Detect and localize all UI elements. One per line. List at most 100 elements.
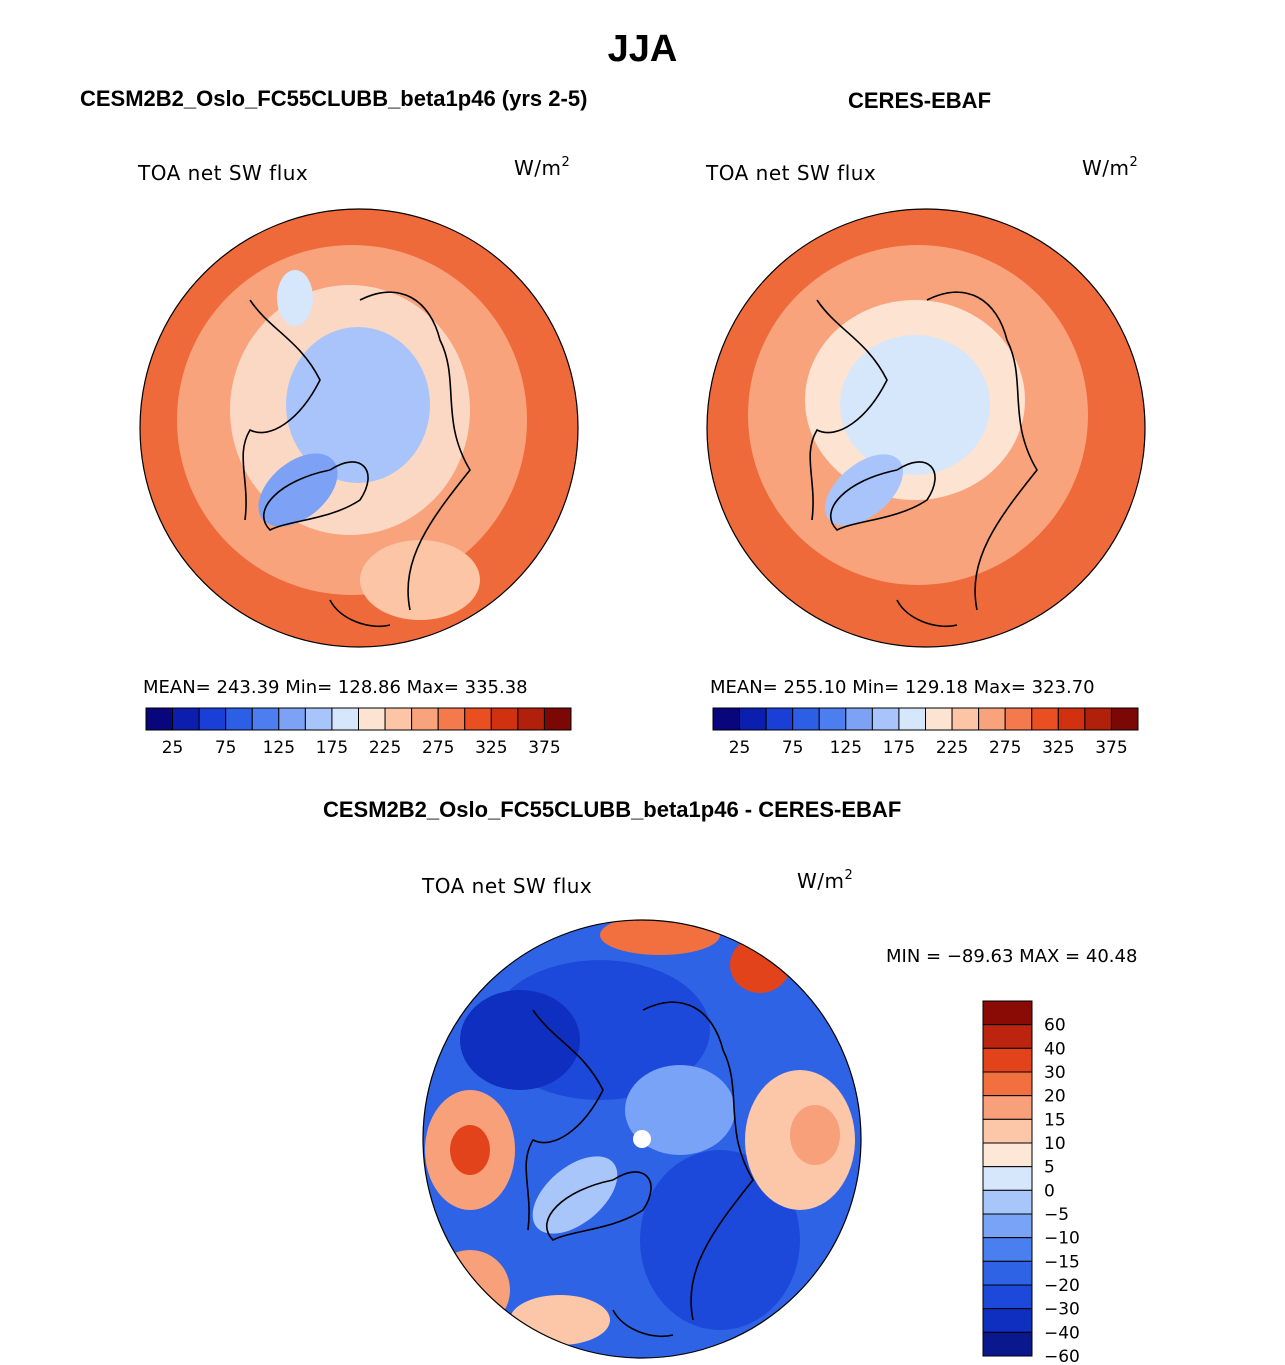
diff-map-blob-3 bbox=[460, 990, 580, 1090]
obs-colorbar-box bbox=[739, 707, 767, 731]
obs-colorbar-box bbox=[1031, 707, 1059, 731]
obs-stats: MEAN= 255.10 Min= 129.18 Max= 323.70 bbox=[710, 677, 1095, 698]
obs-map-polar-cap bbox=[840, 335, 990, 475]
diff-colorbar-box bbox=[982, 1047, 1033, 1073]
diff-map-warm-east-core bbox=[790, 1105, 840, 1165]
model-map-greenland bbox=[258, 453, 338, 527]
model-colorbar-box bbox=[543, 707, 572, 731]
model-colorbar-tick-label: 125 bbox=[263, 738, 295, 758]
diff-units-label: W/m2 bbox=[797, 868, 854, 893]
model-map bbox=[140, 209, 578, 647]
diff-colorbar-tick-label: −20 bbox=[1044, 1276, 1080, 1296]
diff-colorbar-box bbox=[982, 1189, 1033, 1215]
diff-map bbox=[423, 920, 861, 1358]
diff-colorbar-box bbox=[982, 1142, 1033, 1168]
obs-colorbar-box bbox=[1057, 707, 1086, 731]
diff-panel-heading: CESM2B2_Oslo_FC55CLUBB_beta1p46 - CERES-… bbox=[323, 797, 902, 822]
model-colorbar-tick-label: 325 bbox=[475, 738, 507, 758]
model-colorbar: 25 75 125 175 225 275 325 375 bbox=[145, 707, 572, 758]
diff-colorbar-box bbox=[982, 1308, 1033, 1333]
model-colorbar-tick-label: 175 bbox=[316, 738, 348, 758]
model-colorbar-box bbox=[490, 707, 519, 731]
obs-map bbox=[707, 209, 1145, 647]
diff-map-warm-ne bbox=[730, 937, 790, 993]
obs-variable-label: TOA net SW flux bbox=[706, 161, 877, 185]
diff-colorbar: 60 40 30 20 15 10 5 0 −5 −10 −15 −20 −30 −40 −60 bbox=[982, 1000, 1080, 1365]
model-colorbar-box bbox=[517, 707, 545, 731]
diff-colorbar-tick-label: −60 bbox=[1044, 1347, 1080, 1365]
diff-map-warm-south bbox=[510, 1295, 610, 1345]
diff-map-blob-2 bbox=[640, 1150, 800, 1330]
diff-colorbar-box bbox=[982, 1071, 1033, 1097]
model-colorbar-box bbox=[145, 707, 174, 731]
obs-colorbar-box bbox=[871, 707, 900, 731]
diff-colorbar-box bbox=[982, 1284, 1033, 1310]
model-map-coastlines bbox=[242, 291, 471, 627]
diff-colorbar-box bbox=[982, 1000, 1033, 1026]
obs-colorbar-box bbox=[925, 707, 953, 731]
diff-colorbar-box bbox=[982, 1166, 1033, 1191]
obs-colorbar-tick-label: 275 bbox=[989, 738, 1021, 758]
model-map-patch bbox=[277, 270, 313, 326]
obs-units-label: W/m2 bbox=[1082, 155, 1139, 180]
diff-colorbar-tick-label: −5 bbox=[1044, 1205, 1069, 1225]
diff-map-border bbox=[422, 919, 862, 1359]
model-colorbar-box bbox=[304, 707, 333, 731]
diff-stats: MIN = −89.63 MAX = 40.48 bbox=[886, 946, 1138, 967]
diff-colorbar-tick-label: 10 bbox=[1044, 1134, 1066, 1154]
model-colorbar-box bbox=[331, 707, 359, 731]
diff-colorbar-box bbox=[982, 1024, 1033, 1049]
obs-colorbar-tick-label: 25 bbox=[729, 738, 751, 758]
model-colorbar-box bbox=[358, 707, 386, 731]
diff-map-pole-hole bbox=[633, 1130, 651, 1148]
model-colorbar-tick-label: 25 bbox=[162, 738, 184, 758]
model-colorbar-box bbox=[172, 707, 200, 731]
model-colorbar-box bbox=[225, 707, 253, 731]
obs-colorbar-box bbox=[978, 707, 1006, 731]
diff-colorbar-tick-label: 30 bbox=[1044, 1063, 1066, 1083]
obs-colorbar-box bbox=[765, 707, 794, 731]
obs-colorbar-box bbox=[712, 707, 741, 731]
diff-colorbar-tick-label: 5 bbox=[1044, 1158, 1055, 1178]
diff-colorbar-box bbox=[982, 1331, 1033, 1357]
obs-colorbar-box bbox=[951, 707, 980, 731]
obs-map-coastlines bbox=[809, 291, 1038, 627]
obs-map-border bbox=[706, 208, 1146, 648]
diff-colorbar-tick-label: 40 bbox=[1044, 1039, 1066, 1059]
page-title: JJA bbox=[607, 28, 678, 70]
diff-colorbar-tick-label: −15 bbox=[1044, 1252, 1080, 1272]
obs-colorbar: 25 75 125 175 225 275 325 375 bbox=[712, 707, 1139, 758]
obs-colorbar-box bbox=[898, 707, 926, 731]
diff-colorbar-box bbox=[982, 1118, 1033, 1144]
model-map-patch-2 bbox=[360, 540, 480, 620]
diff-colorbar-box bbox=[982, 1095, 1033, 1120]
diff-map-warm-sw bbox=[430, 1250, 510, 1330]
obs-colorbar-box bbox=[792, 707, 820, 731]
model-units-label: W/m2 bbox=[514, 155, 571, 180]
diff-colorbar-tick-label: −30 bbox=[1044, 1300, 1080, 1320]
model-colorbar-box bbox=[411, 707, 439, 731]
diff-colorbar-tick-label: −10 bbox=[1044, 1229, 1080, 1249]
diff-colorbar-tick-label: 20 bbox=[1044, 1087, 1066, 1107]
diff-map-blob-4 bbox=[625, 1065, 735, 1155]
model-colorbar-box bbox=[437, 707, 466, 731]
obs-colorbar-box bbox=[845, 707, 873, 731]
obs-map-greenland bbox=[824, 454, 904, 526]
obs-panel-heading: CERES-EBAF bbox=[848, 88, 992, 113]
obs-colorbar-tick-label: 175 bbox=[883, 738, 915, 758]
diff-colorbar-box bbox=[982, 1237, 1033, 1262]
diff-map-warm-west-core bbox=[450, 1125, 490, 1175]
obs-colorbar-tick-label: 75 bbox=[782, 738, 804, 758]
diff-variable-label: TOA net SW flux bbox=[422, 874, 593, 898]
model-colorbar-tick-label: 225 bbox=[369, 738, 401, 758]
diff-colorbar-tick-label: 0 bbox=[1044, 1181, 1055, 1201]
model-colorbar-tick-label: 75 bbox=[215, 738, 237, 758]
diff-colorbar-tick-label: 15 bbox=[1044, 1110, 1066, 1130]
model-colorbar-tick-label: 275 bbox=[422, 738, 454, 758]
obs-colorbar-tick-label: 125 bbox=[830, 738, 862, 758]
obs-colorbar-box bbox=[818, 707, 847, 731]
model-colorbar-box bbox=[251, 707, 280, 731]
diff-map-coastlines bbox=[525, 1001, 754, 1337]
diff-colorbar-box bbox=[982, 1260, 1033, 1286]
